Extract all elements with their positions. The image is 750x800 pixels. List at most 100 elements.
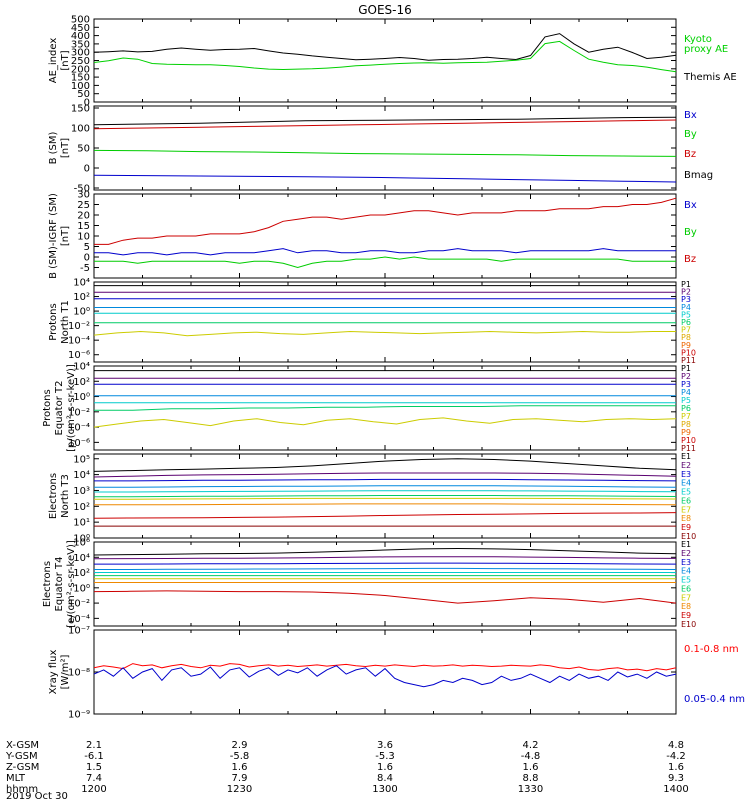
figure-title: GOES-16 — [358, 3, 412, 17]
y-tick-label: 150 — [71, 104, 90, 115]
ephemeris-value: -4.2 — [666, 751, 686, 762]
y-tick-label: 200 — [71, 64, 90, 75]
ephemeris-value: 1400 — [663, 784, 688, 795]
legend-entry: P9 — [681, 341, 691, 350]
panel-frame — [93, 281, 677, 363]
y-tick-label: 10³ — [73, 486, 90, 497]
y-tick-label: 10⁻² — [68, 321, 90, 332]
ephemeris-value: 7.4 — [86, 773, 102, 784]
ephemeris-value: 9.3 — [668, 773, 684, 784]
y-tick-label: 250 — [71, 56, 90, 67]
ephemeris-value: 8.4 — [377, 773, 393, 784]
y-axis-label: [nT] — [60, 50, 71, 70]
legend-entry: P4 — [681, 303, 691, 312]
y-tick-label: 10⁶ — [73, 538, 90, 549]
series-bsm-bmag — [93, 116, 677, 126]
ephemeris-value: 1.6 — [377, 762, 393, 773]
y-tick-label: 50 — [77, 144, 90, 155]
y-axis-label: Protons — [48, 303, 59, 340]
y-tick-label: 20 — [77, 211, 90, 222]
ephemeris-row-label: MLT — [6, 773, 26, 784]
y-tick-label: 10⁰ — [73, 583, 90, 594]
panel-frame — [93, 18, 677, 103]
legend-entry: E2 — [681, 461, 691, 470]
series-electrons-t3-e3 — [94, 478, 677, 482]
y-tick-label: 10⁰ — [73, 392, 90, 403]
y-tick-label: 0 — [84, 253, 90, 264]
y-tick-label: 10⁻² — [68, 599, 90, 610]
y-axis-label: [nT] — [60, 138, 71, 158]
ephemeris-row-label: hhmm — [6, 784, 38, 795]
series-electrons-t4-e2 — [93, 556, 677, 560]
y-axis-label: Electrons — [48, 473, 59, 519]
series-electrons-t3-e1 — [93, 458, 677, 472]
legend-entry: P2 — [681, 372, 691, 381]
series-electrons-t3-e9 — [93, 512, 677, 519]
panel-electrons-t4: 10⁻⁴ 10⁻² 10⁰ 10² 10⁴ 10⁶ Electrons Equator T4[… — [42, 538, 696, 630]
y-tick-label: 10 — [77, 232, 90, 243]
legend-entry: Bz — [684, 149, 696, 160]
ephemeris-value: 1300 — [372, 784, 397, 795]
y-tick-label: -50 — [74, 184, 90, 195]
legend-entry: E1 — [681, 540, 691, 549]
y-tick-label: 50 — [77, 89, 90, 100]
legend-entry: E8 — [681, 602, 691, 611]
legend-entry: E5 — [681, 488, 691, 497]
y-axis-label: B (SM) — [48, 131, 59, 164]
ephemeris-row-label: X-GSM — [6, 740, 39, 751]
y-axis-label: Equator T2 — [54, 381, 65, 436]
y-tick-label: 10¹ — [73, 518, 90, 529]
legend-entry: 0.05-0.4 nm — [684, 694, 745, 705]
y-tick-label: 150 — [71, 73, 90, 84]
series-electrons-t3-e6 — [94, 495, 677, 498]
y-axis-label: North T3 — [60, 474, 71, 518]
legend-entry: P5 — [681, 396, 691, 405]
y-axis-label: Xray flux — [48, 650, 59, 695]
y-tick-label: 100 — [71, 81, 90, 92]
y-axis-label: Electrons — [42, 561, 53, 607]
ephemeris-value: 1.6 — [523, 762, 539, 773]
legend-entry: P5 — [681, 310, 691, 319]
ephemeris-value: -5.3 — [375, 751, 395, 762]
legend-entry: P6 — [681, 404, 691, 413]
series-bigrf-by — [94, 256, 676, 269]
series-electrons-t3-e5 — [94, 490, 677, 493]
legend-entry: 0.1-0.8 nm — [684, 644, 739, 655]
y-tick-label: 0 — [84, 98, 90, 109]
panel-frame — [93, 629, 677, 715]
legend-entry: E4 — [681, 567, 691, 576]
legend-entry: P8 — [681, 333, 691, 342]
ephemeris-value: -6.1 — [84, 751, 104, 762]
ephemeris-value: 1.6 — [232, 762, 248, 773]
series-protons-t2-p7 — [93, 417, 677, 428]
y-tick-label: 10⁻⁷ — [68, 626, 90, 637]
legend-entry: E9 — [681, 611, 691, 620]
legend-entry: Bz — [684, 254, 696, 265]
panel-frame — [93, 541, 677, 627]
series-bsm-bx — [93, 174, 677, 183]
series-electrons-t4-e4 — [94, 567, 677, 570]
legend-entry: E3 — [681, 470, 691, 479]
y-tick-label: 25 — [77, 200, 90, 211]
y-tick-label: 5 — [84, 242, 90, 253]
series-electrons-t3-e7 — [94, 497, 677, 500]
y-tick-label: 0 — [84, 164, 90, 175]
series-bsm-by — [93, 149, 677, 157]
ephemeris-value: -4.8 — [521, 751, 541, 762]
y-tick-label: 300 — [71, 48, 90, 59]
series-protons-t1-p7 — [93, 330, 676, 337]
y-tick-label: 100 — [71, 124, 90, 135]
y-tick-label: 10⁴ — [73, 470, 90, 481]
ephemeris-value: 1.6 — [668, 762, 684, 773]
legend-entry: E10 — [681, 620, 696, 629]
ephemeris-value: 7.9 — [232, 773, 248, 784]
ephemeris-value: 1330 — [518, 784, 543, 795]
legend-entry: P1 — [681, 280, 691, 289]
legend-entry: P7 — [681, 412, 691, 421]
x-axis-labels: X-GSM 2.1 2.9 3.6 4.2 4.8 Y-GSM -6.1 -5.8 -5.3 -4.… — [5, 740, 689, 800]
